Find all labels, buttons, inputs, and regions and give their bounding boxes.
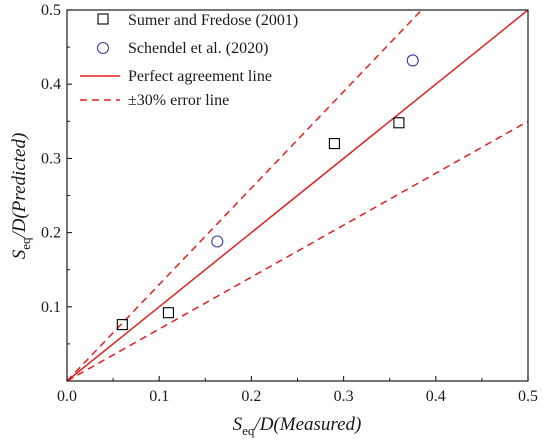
y-tick-label: 0.2 bbox=[41, 225, 61, 242]
sumer-data-point bbox=[162, 307, 174, 319]
x-tick-label: 0.1 bbox=[149, 388, 169, 405]
sumer-data-point bbox=[328, 138, 340, 150]
schendel-data-point bbox=[211, 235, 224, 248]
x-axis-label-sub: eq bbox=[242, 423, 255, 438]
reference-lines bbox=[67, 10, 528, 381]
y-tick-label: 0.5 bbox=[41, 2, 61, 19]
y-axis-label-main: S bbox=[9, 249, 30, 259]
upper-error-line bbox=[67, 10, 423, 381]
legend: Sumer and Fredose (2001) Schendel et al.… bbox=[80, 12, 298, 109]
y-tick-label: 0.3 bbox=[41, 150, 61, 167]
legend-label-sumer: Sumer and Fredose (2001) bbox=[128, 12, 298, 29]
y-tick-label: 0.4 bbox=[41, 76, 61, 93]
sumer-data-point bbox=[116, 319, 128, 331]
x-tick-label: 0.3 bbox=[334, 388, 354, 405]
y-axis-ticks: 0.1 0.2 0.3 0.4 0.5 bbox=[41, 2, 72, 345]
x-tick-label: 0.4 bbox=[426, 388, 446, 405]
y-tick-label: 0.1 bbox=[41, 299, 61, 316]
legend-label-error-line: ±30% error line bbox=[128, 92, 229, 109]
y-axis-label-rest: /D(Predicted) bbox=[9, 133, 30, 239]
sumer-data-point bbox=[393, 117, 405, 129]
x-axis-ticks: 0.0 0.1 0.2 0.3 0.4 0.5 bbox=[57, 376, 538, 405]
x-tick-label: 0.2 bbox=[241, 388, 261, 405]
x-tick-label: 0.5 bbox=[518, 388, 538, 405]
legend-marker-sumer bbox=[97, 13, 109, 25]
x-tick-label: 0.0 bbox=[57, 388, 77, 405]
x-axis-label-rest: /D(Measured) bbox=[253, 414, 361, 435]
lower-error-line bbox=[67, 120, 528, 381]
y-axis-label-sub: eq bbox=[18, 237, 33, 250]
perfect-agreement-line bbox=[67, 10, 528, 381]
legend-label-perfect-line: Perfect agreement line bbox=[128, 68, 272, 85]
legend-label-schendel: Schendel et al. (2020) bbox=[128, 40, 268, 57]
data-points bbox=[116, 54, 419, 331]
x-axis-label-main: S bbox=[233, 414, 243, 435]
schendel-data-point bbox=[406, 54, 419, 67]
y-axis-label: Seq/D(Predicted) bbox=[9, 133, 33, 260]
legend-marker-schendel bbox=[96, 41, 110, 55]
x-axis-label: Seq/D(Measured) bbox=[233, 414, 362, 438]
